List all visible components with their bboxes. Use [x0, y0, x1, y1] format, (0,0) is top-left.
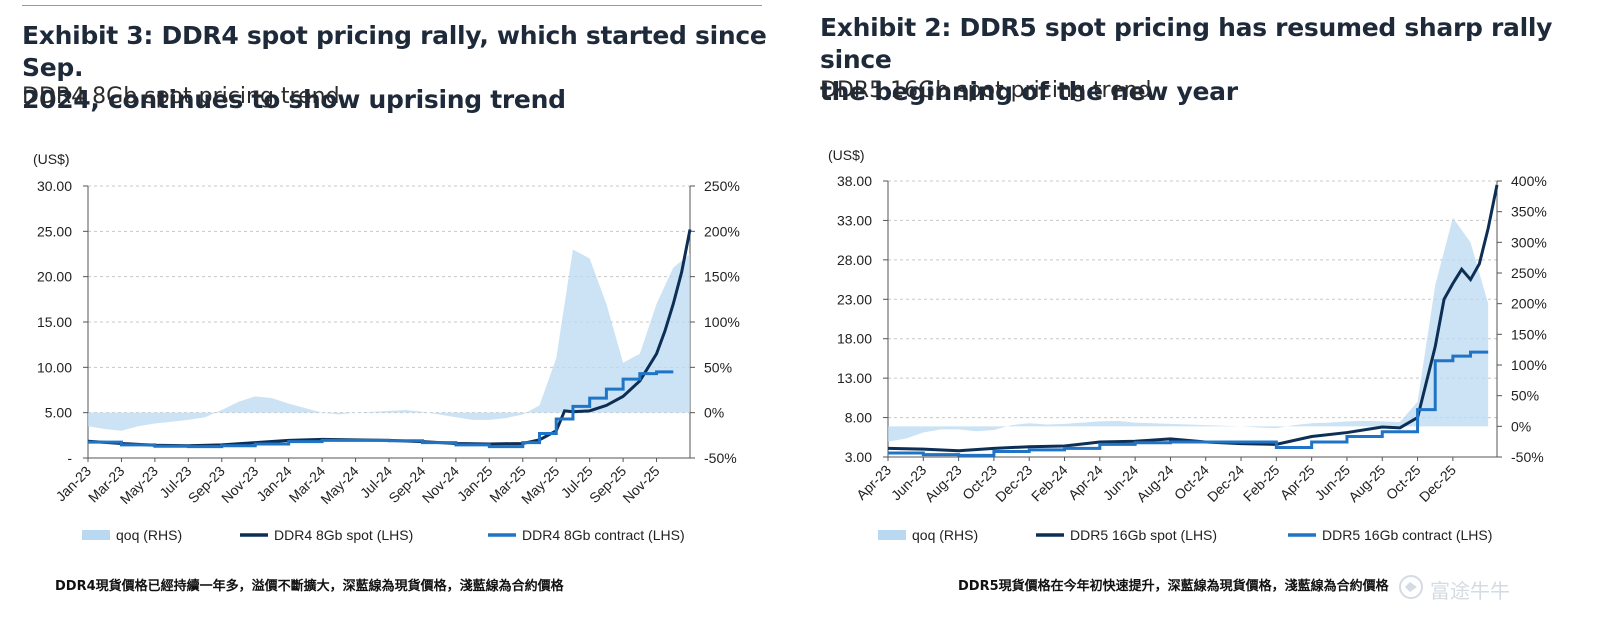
legend-label: DDR5 16Gb spot (LHS) — [1070, 527, 1217, 543]
ddr4-price-chart: (US$) - 5.00 10.00 15.00 20.00 25.00 30.00 -50% 0… — [33, 151, 740, 543]
chart-subtitle: DDR4 8Gb spot pricing trend — [22, 84, 340, 109]
legend-label: DDR5 16Gb contract (LHS) — [1322, 527, 1492, 543]
watermark-logo-icon — [1399, 575, 1423, 599]
x-tick-label: Jun-23 — [888, 462, 930, 504]
left-tick-label: 18.00 — [837, 331, 872, 347]
legend-label: qoq (RHS) — [912, 527, 978, 543]
right-tick-label: -50% — [704, 450, 737, 466]
x-tick-label: May-24 — [317, 463, 361, 507]
unit-label: (US$) — [33, 151, 70, 167]
qoq-area-series — [88, 249, 690, 431]
exhibit-ddr4: Exhibit 3: DDR4 spot pricing rally, whic… — [0, 0, 780, 626]
right-tick-label: 150% — [704, 269, 740, 285]
chart-subtitle: DDR5 16Gb spot pricing trend — [820, 78, 1152, 103]
title-line-2: the beginning of the new year — [820, 77, 1238, 106]
x-tick-label: Apr-24 — [1065, 462, 1106, 503]
x-tick-label: Dec-25 — [1416, 462, 1459, 505]
title-line-1: Exhibit 2: DDR5 spot pricing has resumed… — [820, 13, 1553, 74]
legend-label: DDR4 8Gb spot (LHS) — [274, 527, 413, 543]
x-tick-label: Dec-23 — [992, 462, 1035, 505]
left-tick-label: 20.00 — [37, 269, 72, 285]
right-tick-label: 300% — [1511, 234, 1547, 250]
x-tick-label: Feb-24 — [1028, 462, 1071, 505]
top-rule — [22, 5, 762, 6]
right-tick-label: 100% — [1511, 357, 1547, 373]
x-tick-label: Aug-23 — [921, 462, 964, 505]
ddr5-price-chart: (US$) 3.00 8.00 13.00 18.00 23.00 28.00 33.00 38… — [828, 147, 1547, 543]
right-tick-label: 350% — [1511, 204, 1547, 220]
right-tick-label: 150% — [1511, 326, 1547, 342]
right-tick-label: 50% — [1511, 388, 1539, 404]
x-tick-label: May-25 — [518, 463, 562, 507]
legend-label: qoq (RHS) — [116, 527, 182, 543]
legend-swatch — [82, 530, 110, 540]
left-tick-label: 25.00 — [37, 223, 72, 239]
right-tick-label: 50% — [704, 359, 732, 375]
right-tick-label: -50% — [1511, 449, 1544, 465]
exhibit-ddr5: Exhibit 2: DDR5 spot pricing has resumed… — [800, 0, 1580, 626]
left-tick-label: 13.00 — [837, 370, 872, 386]
right-tick-label: 400% — [1511, 173, 1547, 189]
left-tick-label: - — [67, 450, 72, 466]
x-tick-label: May-23 — [117, 463, 161, 507]
chart-title: Exhibit 3: DDR4 spot pricing rally, whic… — [22, 20, 780, 116]
left-tick-label: 5.00 — [45, 405, 72, 421]
x-tick-label: Apr-25 — [1277, 462, 1318, 503]
right-tick-label: 250% — [704, 178, 740, 194]
legend-label: DDR4 8Gb contract (LHS) — [522, 527, 685, 543]
x-tick-label: Jun-24 — [1100, 462, 1142, 504]
x-tick-label: Nov-25 — [619, 463, 662, 506]
x-tick-label: Nov-23 — [218, 463, 261, 506]
x-tick-label: Apr-23 — [853, 462, 894, 503]
chart-title: Exhibit 2: DDR5 spot pricing has resumed… — [820, 12, 1580, 108]
right-tick-label: 100% — [704, 314, 740, 330]
right-tick-label: 0% — [704, 405, 724, 421]
right-tick-label: 250% — [1511, 265, 1547, 281]
x-tick-label: Aug-24 — [1133, 462, 1176, 505]
x-tick-label: Nov-24 — [419, 463, 462, 506]
title-line-2: 2024, continues to show uprising trend — [22, 85, 566, 114]
x-tick-label: Dec-24 — [1204, 462, 1247, 505]
left-tick-label: 38.00 — [837, 173, 872, 189]
left-tick-label: 30.00 — [37, 178, 72, 194]
watermark: 富途牛牛 — [1430, 579, 1510, 603]
left-tick-label: 15.00 — [37, 314, 72, 330]
x-tick-label: Feb-25 — [1240, 462, 1283, 505]
legend-swatch — [878, 530, 906, 540]
x-tick-label: Aug-25 — [1345, 462, 1388, 505]
left-tick-label: 10.00 — [37, 359, 72, 375]
left-tick-label: 3.00 — [845, 449, 872, 465]
left-tick-label: 33.00 — [837, 212, 872, 228]
x-tick-label: Jun-25 — [1311, 462, 1353, 504]
spot-price-line — [887, 184, 1499, 453]
chart-caption: DDR5現貨價格在今年初快速提升，深藍線為現貨價格，淺藍線為合約價格 — [958, 579, 1389, 594]
right-tick-label: 200% — [704, 223, 740, 239]
qoq-area-series — [888, 217, 1489, 442]
unit-label: (US$) — [828, 147, 865, 163]
right-tick-label: 0% — [1511, 418, 1531, 434]
title-line-1: Exhibit 3: DDR4 spot pricing rally, whic… — [22, 21, 767, 82]
contract-price-line — [88, 370, 674, 449]
right-tick-label: 200% — [1511, 296, 1547, 312]
chart-caption: DDR4現貨價格已經持續一年多，溢價不斷擴大，深藍線為現貨價格，淺藍線為合約價格 — [55, 579, 564, 594]
left-tick-label: 28.00 — [837, 252, 872, 268]
left-tick-label: 8.00 — [845, 410, 872, 426]
left-tick-label: 23.00 — [837, 291, 872, 307]
contract-price-line — [888, 350, 1489, 457]
